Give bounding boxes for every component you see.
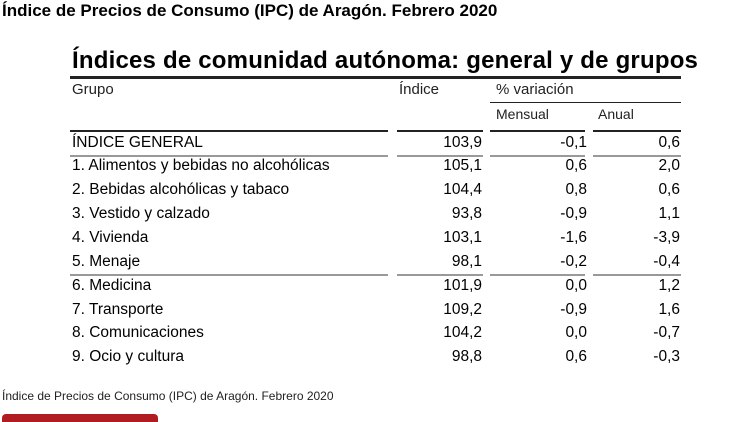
row-rule	[593, 155, 681, 157]
header-variacion: % variación	[496, 81, 574, 98]
cell-grupo: 4. Vivienda	[72, 229, 149, 246]
header-rule	[593, 130, 681, 132]
cell-anual: 1,1	[658, 205, 680, 222]
header-anual: Anual	[598, 106, 634, 122]
cell-indice: 104,4	[443, 181, 482, 198]
cell-mensual: 0,0	[565, 324, 587, 341]
cell-anual: 1,2	[658, 277, 680, 294]
cell-mensual: -0,2	[560, 253, 587, 270]
table-row: 5. Menaje 98,1 -0,2 -0,4	[0, 253, 756, 277]
table-row: 6. Medicina 101,9 0,0 1,2	[0, 277, 756, 301]
header-rule	[490, 130, 585, 132]
cell-indice: 98,1	[451, 253, 482, 270]
cell-grupo: 3. Vestido y calzado	[72, 205, 210, 222]
table-row: 3. Vestido y calzado 93,8 -0,9 1,1	[0, 205, 756, 229]
cell-indice: 105,1	[443, 157, 482, 174]
cell-grupo: ÍNDICE GENERAL	[72, 134, 203, 151]
table-row: ÍNDICE GENERAL 103,9 -0,1 0,6	[0, 134, 756, 158]
cell-anual: -0,3	[653, 348, 680, 365]
header-rule	[70, 130, 388, 132]
cell-anual: 0,6	[658, 134, 680, 151]
cell-grupo: 8. Comunicaciones	[72, 324, 204, 341]
cell-grupo: 6. Medicina	[72, 277, 152, 294]
row-rule	[593, 274, 681, 276]
header-rule	[397, 130, 483, 132]
header-indice: Índice	[399, 81, 440, 98]
row-rule	[490, 274, 585, 276]
cell-mensual: 0,0	[565, 277, 587, 294]
cell-grupo: 5. Menaje	[72, 253, 141, 270]
cell-indice: 98,8	[451, 348, 482, 365]
table-row: 7. Transporte 109,2 -0,9 1,6	[0, 301, 756, 325]
cell-anual: -0,7	[653, 324, 680, 341]
cell-mensual: -1,6	[560, 229, 587, 246]
cell-mensual: 0,6	[565, 348, 587, 365]
cell-anual: -3,9	[653, 229, 680, 246]
cell-indice: 103,1	[443, 229, 482, 246]
cell-grupo: 9. Ocio y cultura	[72, 348, 184, 365]
cell-mensual: -0,9	[560, 301, 587, 318]
cell-mensual: -0,1	[560, 134, 587, 151]
cell-mensual: -0,9	[560, 205, 587, 222]
cell-indice: 103,9	[443, 134, 482, 151]
cell-grupo: 7. Transporte	[72, 301, 164, 318]
page-title: Índice de Precios de Consumo (IPC) de Ar…	[2, 1, 498, 20]
cell-indice: 104,2	[443, 324, 482, 341]
cell-grupo: 2. Bebidas alcohólicas y tabaco	[72, 181, 290, 198]
variacion-rule	[490, 102, 681, 103]
header-grupo: Grupo	[72, 81, 114, 98]
row-rule	[70, 155, 388, 157]
cell-mensual: 0,8	[565, 181, 587, 198]
table-row: 9. Ocio y cultura 98,8 0,6 -0,3	[0, 348, 756, 372]
cell-anual: 0,6	[658, 181, 680, 198]
title-rule	[70, 76, 681, 79]
cell-mensual: 0,6	[565, 157, 587, 174]
table-row: 4. Vivienda 103,1 -1,6 -3,9	[0, 229, 756, 253]
cell-anual: -0,4	[653, 253, 680, 270]
table-row: 2. Bebidas alcohólicas y tabaco 104,4 0,8 0…	[0, 181, 756, 205]
cell-indice: 109,2	[443, 301, 482, 318]
table-title: Índices de comunidad autónoma: general y…	[72, 47, 699, 74]
cell-anual: 1,6	[658, 301, 680, 318]
cell-grupo: 1. Alimentos y bebidas no alcohólicas	[72, 157, 330, 174]
row-rule	[397, 155, 483, 157]
cell-indice: 93,8	[451, 205, 482, 222]
row-rule	[490, 155, 585, 157]
cell-anual: 2,0	[658, 157, 680, 174]
red-button[interactable]	[2, 414, 158, 422]
header-mensual: Mensual	[496, 106, 549, 122]
table-row: 1. Alimentos y bebidas no alcohólicas 105…	[0, 157, 756, 181]
cell-indice: 101,9	[443, 277, 482, 294]
caption: Índice de Precios de Consumo (IPC) de Ar…	[2, 389, 334, 403]
row-rule	[397, 274, 483, 276]
row-rule	[70, 274, 388, 276]
table-row: 8. Comunicaciones 104,2 0,0 -0,7	[0, 324, 756, 348]
